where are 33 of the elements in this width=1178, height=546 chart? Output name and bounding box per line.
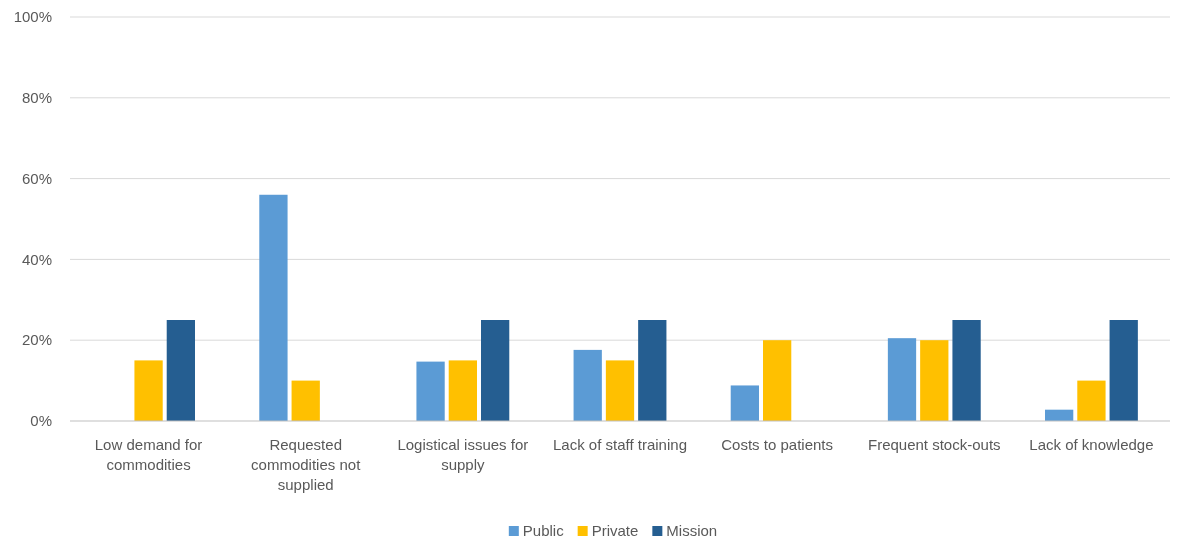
x-tick-label: Frequent stock-outs [868,436,1001,453]
bar [763,340,792,421]
legend-label: Private [591,522,639,539]
y-tick-label: 100% [13,8,52,26]
bar [638,320,667,421]
y-tick-label: 80% [21,89,52,107]
bar [920,340,949,421]
x-tick-label: Costs to patients [721,436,834,453]
x-tick-label: Requested commodities not supplied [251,436,362,493]
legend-label: Public [522,522,565,539]
bar [259,194,288,421]
x-tick-label: Lack of staff training [553,436,687,453]
bar [448,360,477,421]
bar [166,320,195,421]
legend-label: Mission [666,522,718,539]
x-tick-label: Logistical issues for supply [397,436,529,473]
y-tick-label: 60% [21,169,52,187]
x-tick-label: Lack of knowledge [1029,436,1154,453]
bar [291,380,320,421]
bar [573,349,602,421]
y-tick-label: 0% [30,412,52,430]
bar [952,320,981,421]
bar [1109,320,1138,421]
y-tick-label: 20% [21,331,52,349]
bar [1077,380,1106,421]
bar [481,320,510,421]
bar [416,361,445,421]
bar [134,360,163,421]
bar [887,338,917,421]
bar [730,385,759,421]
y-tick-label: 40% [21,250,52,268]
x-tick-label: Low demand for commodities [94,436,203,473]
bar [605,360,635,421]
